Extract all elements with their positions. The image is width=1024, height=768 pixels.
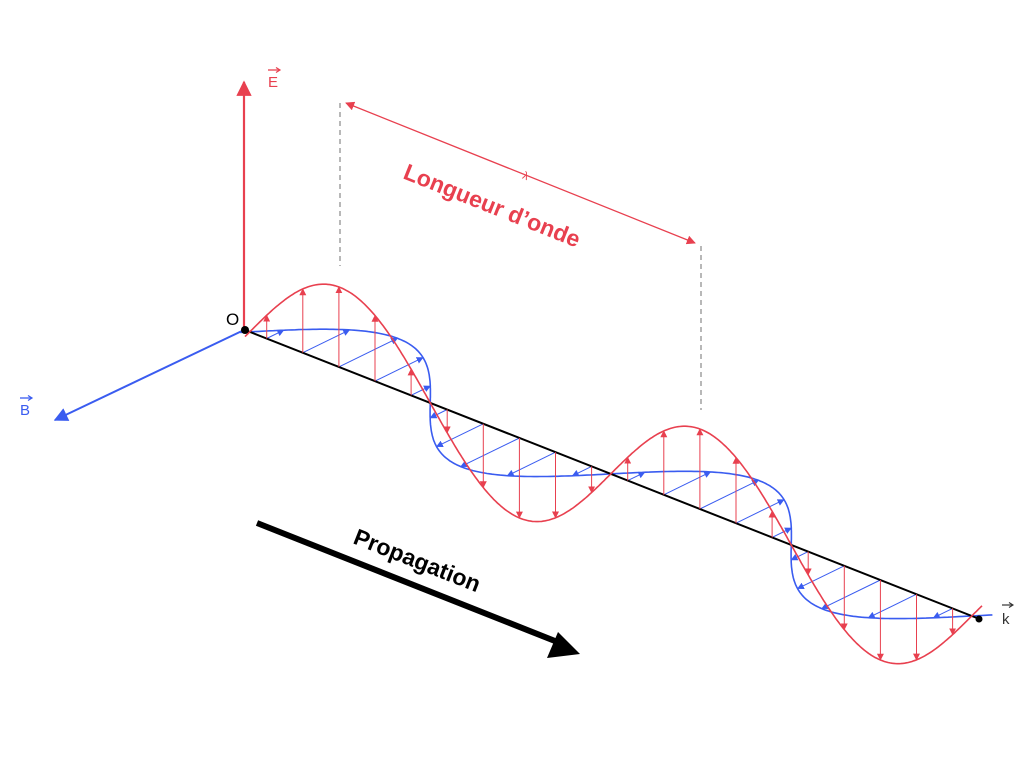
propagation-axis [244,329,983,621]
propagation-arrow [255,520,562,646]
magnetic-field-vector [771,527,792,538]
magnetic-field-vector [699,479,760,510]
origin-point [241,326,249,334]
k-endpoint [975,615,983,623]
magnetic-field-vector [867,593,917,619]
magnetic-field-vector [790,551,809,561]
magnetic-field-vector [266,329,285,339]
magnetic-field-vector [627,471,646,482]
magnetic-field-vector [663,471,712,496]
e-label-text: E [268,74,278,91]
magnetic-field-vector [571,465,592,477]
wavelength-symbol: λ [521,170,531,183]
wavelength-label: Longueur d’onde [400,159,584,253]
magnetic-field-vector [796,565,845,590]
magnetic-field-vector [735,499,785,524]
magnetic-field-curve [240,328,993,620]
origin-label: O [226,310,239,329]
magnetic-field-vector [435,423,484,448]
b-label: B [20,394,34,419]
magnetic-field-vector [429,409,448,419]
propagation-arrow-head [547,632,580,658]
magnetic-field-vector [932,607,953,619]
magnetic-field-vector [302,329,351,354]
k-label: k [1002,602,1015,628]
magnetic-field-vector [374,357,424,382]
magnetic-field-vector [410,385,431,396]
magnetic-field-vector [338,337,399,368]
magnetic-field-vector [821,579,881,610]
electric-field-wave [244,283,983,665]
wavelength-dimension-arrow [345,101,696,245]
magnetic-field-vector [506,451,556,477]
e-label: E [268,66,282,91]
b-axis-arrow [53,329,245,421]
k-label-text: k [1002,611,1010,628]
b-label-text: B [20,402,30,419]
magnetic-field-wave [240,328,993,620]
electric-field-curve [244,283,983,665]
magnetic-field-vector [460,437,520,468]
